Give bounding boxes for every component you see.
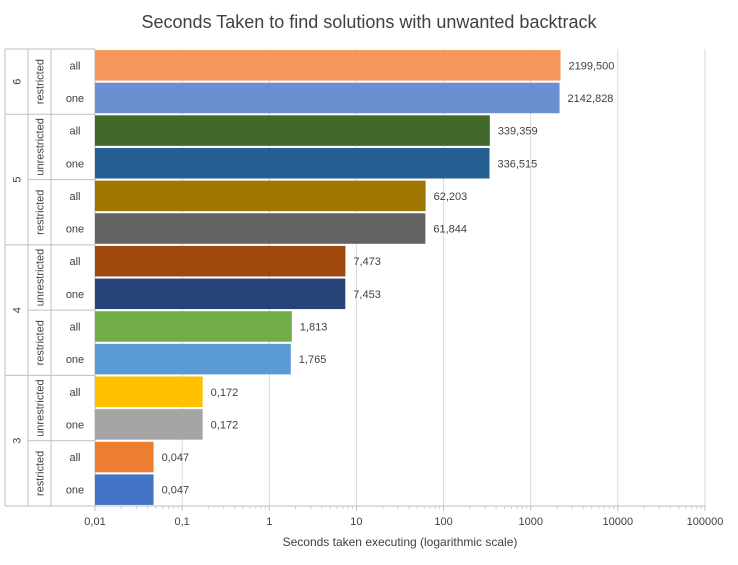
solutions-label: all [69, 452, 80, 464]
bar [95, 115, 490, 146]
x-tick-label: 0,1 [174, 516, 189, 528]
data-label: 1,813 [300, 321, 328, 333]
bar [95, 311, 292, 342]
solutions-label: all [69, 256, 80, 268]
mode-label: restricted [35, 320, 47, 365]
solutions-label: one [66, 93, 84, 105]
solutions-label: all [69, 191, 80, 203]
solutions-label: all [69, 126, 80, 138]
solutions-label: one [66, 224, 84, 236]
n-label: 3 [12, 438, 24, 444]
mode-label: unrestricted [35, 379, 47, 436]
solutions-label: one [66, 485, 84, 497]
data-label: 62,203 [434, 191, 468, 203]
data-label: 0,047 [162, 485, 190, 497]
n-label: 6 [12, 79, 24, 85]
bar [95, 245, 346, 277]
solutions-label: all [69, 387, 80, 399]
solutions-label: all [69, 60, 80, 72]
data-label: 2142,828 [568, 93, 614, 105]
mode-label: restricted [35, 59, 47, 104]
x-tick-label: 1000 [518, 516, 542, 528]
solutions-label: one [66, 158, 84, 170]
data-label: 61,844 [433, 224, 467, 236]
data-label: 2199,500 [569, 60, 615, 72]
data-label: 339,359 [498, 126, 538, 138]
x-axis-title: Seconds taken executing (logarithmic sca… [283, 535, 518, 549]
n-label: 5 [12, 177, 24, 183]
data-label: 7,453 [353, 289, 381, 301]
solutions-label: one [66, 419, 84, 431]
data-label: 1,765 [299, 354, 327, 366]
n-label: 4 [12, 307, 24, 313]
x-tick-label: 1 [266, 516, 272, 528]
mode-label: restricted [35, 190, 47, 235]
bar [95, 147, 490, 179]
solutions-label: all [69, 321, 80, 333]
bar [95, 474, 154, 505]
bar [95, 278, 346, 310]
mode-label: unrestricted [35, 249, 47, 306]
x-tick-label: 100 [434, 516, 452, 528]
x-tick-label: 0,01 [84, 516, 105, 528]
x-axis-ticks: 0,01 0,1 1 10 100 1000 10000 100000 [84, 516, 723, 528]
data-label: 7,473 [353, 256, 381, 268]
data-label: 336,515 [497, 158, 537, 170]
bar [95, 82, 560, 114]
category-axis: all one all one all one all one all one all one all o… [4, 48, 95, 507]
bar [95, 50, 561, 81]
bar [95, 441, 154, 473]
chart-title: Seconds Taken to find solutions with unw… [142, 12, 598, 32]
bar [95, 343, 291, 375]
solutions-label: one [66, 289, 84, 301]
bar [95, 409, 203, 440]
x-tick-label: 10 [350, 516, 362, 528]
data-label: 0,172 [211, 387, 239, 399]
bar [95, 180, 426, 212]
solutions-label: one [66, 354, 84, 366]
x-tick-label: 100000 [687, 516, 724, 528]
x-tick-label: 10000 [603, 516, 634, 528]
data-labels: 2199,500 2142,828 339,359 336,515 62,203 61,8… [162, 60, 615, 496]
bar [95, 213, 426, 244]
mode-label: restricted [35, 451, 47, 496]
bar [95, 376, 203, 408]
mode-label: unrestricted [35, 118, 47, 175]
data-label: 0,172 [211, 419, 239, 431]
bars [95, 50, 561, 505]
data-label: 0,047 [162, 452, 190, 464]
